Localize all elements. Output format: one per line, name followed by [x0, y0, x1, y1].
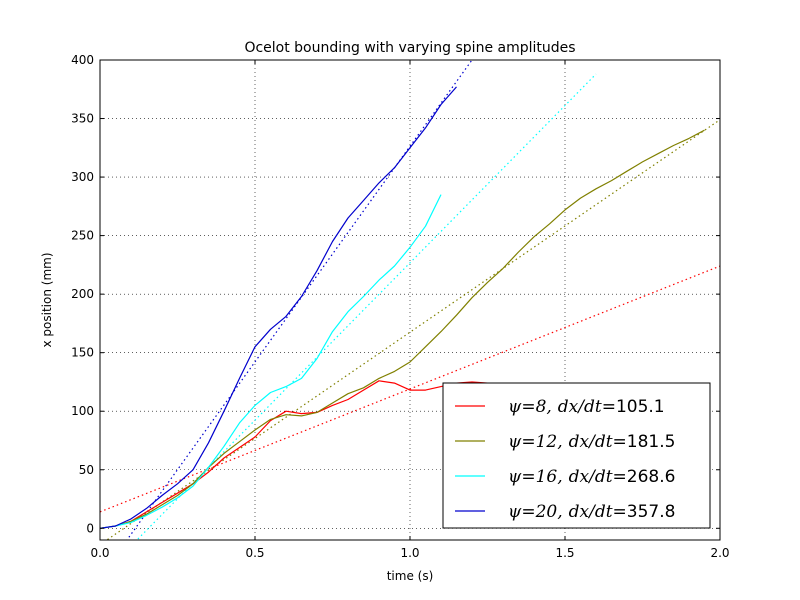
legend-rate-value: 268.6: [627, 467, 676, 487]
legend-psi: ψ=20,: [508, 502, 563, 522]
y-tick-label: 400: [71, 53, 94, 67]
y-tick-label: 200: [71, 287, 94, 301]
x-tick-label: 2.0: [710, 546, 729, 560]
x-tick-label: 0.5: [245, 546, 264, 560]
legend-rate-label: dx/dt=: [569, 467, 627, 487]
fit-line-series-4: [126, 60, 473, 540]
y-tick-label: 100: [71, 404, 94, 418]
chart-title: Ocelot bounding with varying spine ampli…: [244, 40, 575, 56]
x-tick-label: 0.0: [90, 546, 109, 560]
legend-rate-label: dx/dt=: [569, 502, 627, 522]
legend-item: ψ=20, dx/dt=357.8: [455, 502, 675, 522]
series-line-2: [100, 129, 705, 529]
y-tick-label: 350: [71, 112, 94, 126]
y-axis-title: x position (mm): [40, 252, 54, 347]
y-tick-label: 300: [71, 170, 94, 184]
legend-rate-value: 105.1: [616, 397, 665, 417]
x-axis-title: time (s): [387, 569, 434, 583]
x-tick-label: 1.0: [400, 546, 419, 560]
y-tick-label: 50: [79, 463, 94, 477]
legend-item: ψ=12, dx/dt=181.5: [455, 432, 675, 452]
legend-box: [442, 382, 711, 529]
legend-label: ψ=12, dx/dt=181.5: [508, 432, 675, 452]
legend-rate-label: dx/dt=: [569, 432, 627, 452]
fit-line-series-2: [105, 119, 720, 540]
legend-rate-value: 181.5: [627, 432, 676, 452]
legend: ψ=8, dx/dt=105.1ψ=12, dx/dt=181.5ψ=16, dx/d…: [442, 382, 711, 529]
legend-label: ψ=16, dx/dt=268.6: [508, 467, 675, 487]
axis-ticks: 0.0 0.5 1.0 1.5 2.0 0 50 100 150 200 250 300 350 400: [71, 53, 729, 560]
legend-rate-label: dx/dt=: [558, 397, 616, 417]
legend-psi: ψ=8,: [508, 397, 552, 417]
y-tick-label: 0: [86, 521, 94, 535]
series-line-4: [100, 86, 457, 529]
series-line-3: [100, 194, 442, 529]
legend-item: ψ=16, dx/dt=268.6: [455, 467, 675, 487]
legend-label: ψ=20, dx/dt=357.8: [508, 502, 675, 522]
series-lines: [100, 86, 705, 529]
fit-line-series-1: [100, 265, 720, 513]
legend-label: ψ=8, dx/dt=105.1: [508, 397, 665, 417]
legend-item: ψ=8, dx/dt=105.1: [455, 397, 665, 417]
legend-rate-value: 357.8: [627, 502, 676, 522]
series-line-1: [100, 380, 488, 529]
y-tick-label: 250: [71, 229, 94, 243]
legend-psi: ψ=16,: [508, 467, 563, 487]
legend-psi: ψ=12,: [508, 432, 563, 452]
y-tick-label: 150: [71, 346, 94, 360]
x-tick-label: 1.5: [555, 546, 574, 560]
